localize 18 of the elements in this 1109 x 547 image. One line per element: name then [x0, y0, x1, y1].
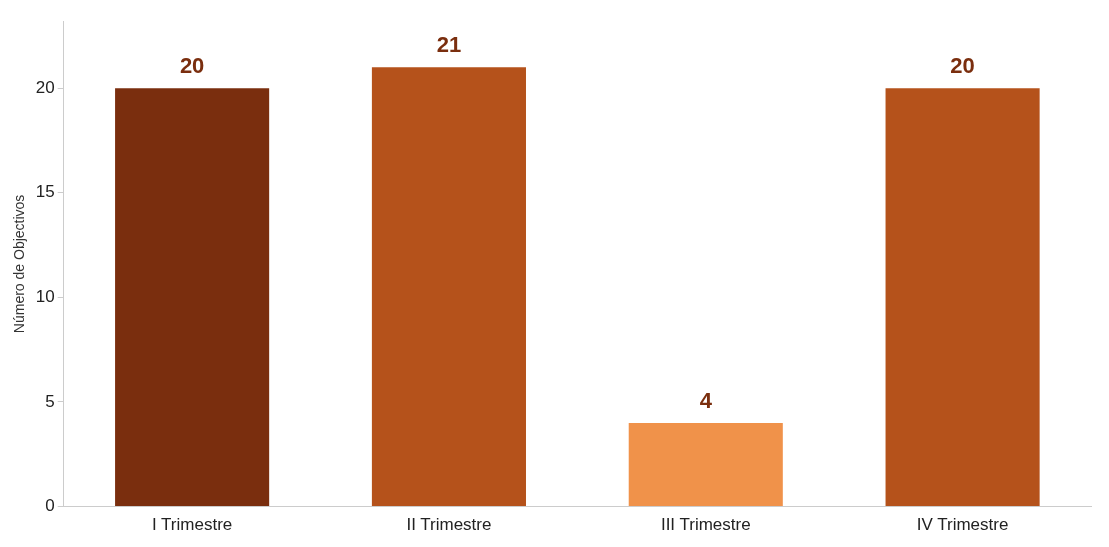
- bar: [371, 67, 526, 507]
- data-label: 20: [179, 53, 205, 79]
- x-tick-label: II Trimestre: [406, 515, 492, 535]
- y-tick-label: 20: [35, 77, 55, 97]
- y-tick-label: 15: [35, 182, 55, 202]
- y-axis-title: Número de Objectivos: [11, 194, 28, 334]
- data-label: 20: [950, 53, 975, 79]
- x-tick-label: IV Trimestre: [916, 515, 1009, 535]
- x-tick-label: III Trimestre: [660, 515, 751, 535]
- bar: [885, 88, 1040, 507]
- bar: [115, 88, 270, 507]
- y-tick-label: 10: [35, 287, 55, 307]
- y-tick-label: 0: [45, 496, 55, 516]
- data-label: 21: [436, 32, 462, 58]
- bar: [628, 422, 783, 507]
- y-tick-label: 5: [45, 391, 55, 411]
- x-tick-label: I Trimestre: [151, 515, 233, 535]
- data-label: 4: [699, 387, 713, 413]
